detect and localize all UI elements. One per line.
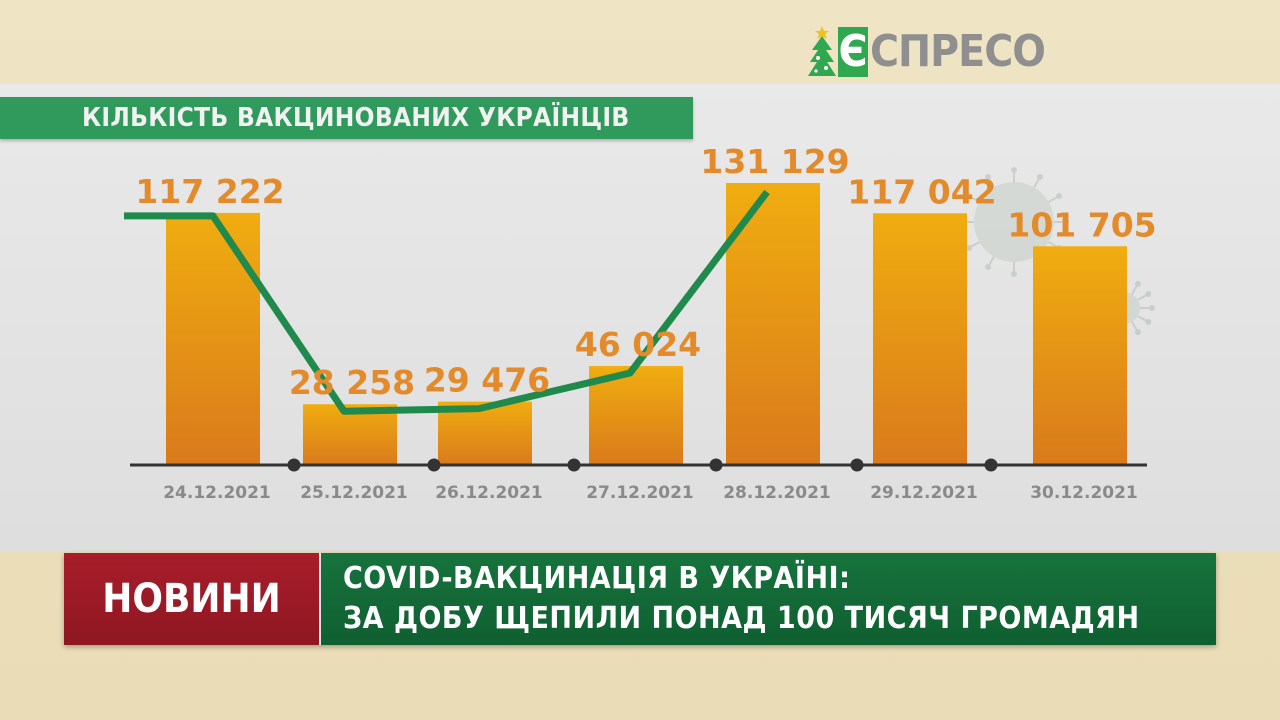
logo-text: СПРЕСО — [870, 26, 1046, 77]
value-label-26.12.2021: 29 476 — [424, 361, 550, 400]
headline-line-2: ЗА ДОБУ ЩЕПИЛИ ПОНАД 100 ТИСЯЧ ГРОМАДЯН — [343, 601, 1140, 636]
bar-30.12.2021 — [1033, 246, 1127, 465]
ticker-label: НОВИНИ — [102, 576, 281, 622]
x-tick-label: 27.12.2021 — [586, 483, 694, 503]
x-tick-label: 29.12.2021 — [870, 483, 978, 503]
value-label-24.12.2021: 117 222 — [135, 172, 284, 211]
value-label-25.12.2021: 28 258 — [289, 363, 415, 402]
ticker-label-box: НОВИНИ — [64, 553, 319, 645]
x-tick-label: 25.12.2021 — [300, 483, 408, 503]
bar-29.12.2021 — [873, 213, 967, 465]
value-label-29.12.2021: 117 042 — [847, 172, 996, 211]
axis-dot-3 — [567, 458, 581, 472]
axis-dot-1 — [287, 458, 301, 472]
x-tick-label: 30.12.2021 — [1030, 483, 1138, 503]
news-ticker: НОВИНИ COVID-ВАКЦИНАЦІЯ В УКРАЇНІ: ЗА ДО… — [64, 553, 1216, 645]
x-tick-label: 26.12.2021 — [435, 483, 543, 503]
headline-line-1: COVID-ВАКЦИНАЦІЯ В УКРАЇНІ: — [343, 561, 851, 596]
value-label-27.12.2021: 46 024 — [575, 325, 701, 364]
ticker-headline: COVID-ВАКЦИНАЦІЯ В УКРАЇНІ: ЗА ДОБУ ЩЕПИ… — [319, 553, 1216, 645]
x-tick-label: 24.12.2021 — [163, 483, 271, 503]
bar-24.12.2021 — [166, 212, 260, 465]
chart-title-bar: КІЛЬКІСТЬ ВАКЦИНОВАНИХ УКРАЇНЦІВ — [0, 97, 693, 139]
x-tick-label: 28.12.2021 — [723, 483, 831, 503]
value-label-30.12.2021: 101 705 — [1007, 205, 1156, 244]
axis-dot-5 — [850, 458, 864, 472]
channel-logo: Є СПРЕСО — [808, 22, 1046, 82]
axis-dot-2 — [427, 458, 441, 472]
axis-dot-6 — [984, 458, 998, 472]
chart-title: КІЛЬКІСТЬ ВАКЦИНОВАНИХ УКРАЇНЦІВ — [82, 103, 630, 133]
logo-letter: Є — [838, 26, 868, 77]
trend-line — [124, 189, 770, 415]
coronavirus-icon — [959, 167, 1069, 277]
axis-dot-4 — [709, 458, 723, 472]
christmas-tree-icon — [808, 26, 836, 76]
value-label-28.12.2021: 131 129 — [700, 142, 849, 181]
